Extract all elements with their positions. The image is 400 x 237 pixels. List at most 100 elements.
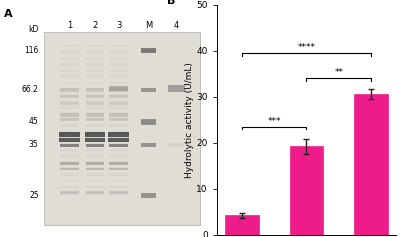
Bar xyxy=(109,161,128,164)
Bar xyxy=(86,118,104,121)
Bar xyxy=(60,144,79,147)
Bar xyxy=(109,149,128,152)
Bar xyxy=(86,112,104,115)
Bar xyxy=(60,95,79,98)
Bar xyxy=(86,63,104,66)
Bar xyxy=(109,57,128,60)
Bar xyxy=(109,88,128,90)
Bar xyxy=(86,106,104,109)
Bar xyxy=(141,143,156,147)
Bar xyxy=(86,161,104,164)
Bar xyxy=(109,88,128,91)
Bar xyxy=(60,57,79,60)
Bar xyxy=(109,118,128,121)
Bar xyxy=(60,102,79,105)
Bar xyxy=(109,118,128,121)
Y-axis label: Hydrolytic activity (U/mL): Hydrolytic activity (U/mL) xyxy=(185,62,194,178)
Bar xyxy=(60,94,79,96)
Text: 66.2: 66.2 xyxy=(22,85,39,94)
Bar xyxy=(60,173,79,176)
Bar xyxy=(86,144,104,147)
Bar xyxy=(86,94,104,96)
Bar xyxy=(109,102,128,105)
Bar xyxy=(60,88,79,91)
Bar xyxy=(109,144,128,147)
Bar xyxy=(86,51,104,54)
Bar xyxy=(86,124,104,127)
Bar xyxy=(60,161,79,164)
Bar xyxy=(86,143,104,146)
Bar xyxy=(290,146,323,235)
Bar xyxy=(86,173,104,176)
Bar xyxy=(109,124,128,127)
Text: A: A xyxy=(4,9,13,19)
Bar xyxy=(59,138,80,142)
Bar xyxy=(60,69,79,72)
Bar xyxy=(60,191,79,194)
Text: **: ** xyxy=(334,68,343,77)
Bar xyxy=(60,192,79,195)
Bar xyxy=(60,88,79,90)
Bar xyxy=(85,132,106,137)
Bar xyxy=(109,191,128,194)
Text: 45: 45 xyxy=(29,118,39,127)
Bar xyxy=(354,94,388,235)
Bar xyxy=(60,180,79,182)
Bar xyxy=(60,162,79,165)
Bar xyxy=(86,82,104,84)
Bar xyxy=(86,88,104,90)
Text: 1: 1 xyxy=(67,21,72,30)
Bar xyxy=(86,69,104,72)
Text: 25: 25 xyxy=(29,191,39,200)
Bar xyxy=(60,131,79,133)
Bar xyxy=(60,155,79,158)
Bar xyxy=(86,168,104,170)
Bar xyxy=(109,155,128,158)
Text: 35: 35 xyxy=(29,141,39,150)
Bar xyxy=(109,114,128,117)
Bar xyxy=(86,180,104,182)
Bar xyxy=(86,137,104,139)
Bar xyxy=(169,143,183,147)
Bar xyxy=(109,94,128,96)
Bar xyxy=(109,45,128,47)
Bar xyxy=(140,119,156,125)
Bar xyxy=(109,131,128,133)
Bar xyxy=(86,131,104,133)
Bar xyxy=(109,51,128,54)
Bar xyxy=(60,45,79,47)
Bar xyxy=(86,162,104,165)
Bar xyxy=(108,132,129,137)
Text: kD: kD xyxy=(28,25,39,34)
Bar xyxy=(109,82,128,84)
Bar xyxy=(60,118,79,121)
Bar xyxy=(109,192,128,195)
Bar xyxy=(60,82,79,84)
Bar xyxy=(225,215,259,235)
Text: M: M xyxy=(145,21,152,30)
Bar xyxy=(109,63,128,66)
Bar xyxy=(141,120,156,124)
Bar xyxy=(86,155,104,158)
Bar xyxy=(86,88,104,91)
Bar xyxy=(109,173,128,176)
Text: ****: **** xyxy=(298,43,316,52)
Bar xyxy=(109,143,128,146)
Bar xyxy=(60,63,79,66)
Bar xyxy=(86,95,104,98)
Bar xyxy=(86,192,104,195)
Bar xyxy=(86,100,104,103)
Bar xyxy=(60,75,79,78)
Bar xyxy=(109,86,128,91)
Bar xyxy=(141,193,156,198)
Text: 2: 2 xyxy=(92,21,98,30)
Bar xyxy=(60,112,79,115)
Bar xyxy=(60,106,79,109)
Bar xyxy=(60,167,79,170)
Bar xyxy=(141,49,156,53)
Bar xyxy=(109,180,128,182)
Bar xyxy=(85,138,106,142)
Bar xyxy=(109,75,128,78)
Bar xyxy=(141,48,156,53)
Bar xyxy=(86,75,104,78)
